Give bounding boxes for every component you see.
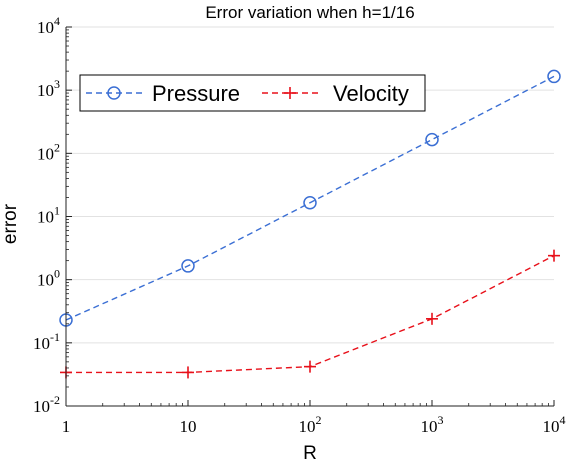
y-tick-label: 104	[37, 14, 60, 37]
y-tick-label: 10-1	[33, 330, 60, 353]
x-axis-label: R	[303, 443, 317, 464]
axes	[65, 26, 555, 407]
data-point-pressure	[303, 196, 317, 210]
y-tick-label: 101	[37, 204, 60, 227]
y-tick-label: 100	[37, 267, 60, 290]
data-point-pressure	[547, 69, 561, 84]
x-tick-label: 1	[62, 417, 71, 436]
y-tick-label: 102	[37, 140, 60, 163]
legend-marker-pressure	[107, 86, 121, 100]
legend-label-pressure: Pressure	[152, 81, 240, 106]
x-tick-label: 10	[180, 417, 197, 436]
data-point-velocity	[304, 360, 316, 373]
y-tick-label: 103	[37, 77, 60, 100]
x-tick-label: 102	[299, 413, 322, 436]
legend-label-velocity: Velocity	[333, 81, 409, 106]
data-point-velocity	[548, 249, 560, 262]
legend-box	[79, 74, 426, 112]
y-tick-label: 10-2	[33, 393, 60, 416]
tick-labels: 10-2 10-1 100 101 102 103 104 1 10 102 103 104	[33, 14, 566, 436]
series-line-pressure	[65, 75, 555, 321]
series-line-velocity	[66, 255, 555, 374]
legend: Pressure Velocity	[79, 74, 426, 112]
data-point-pressure	[425, 132, 439, 147]
chart-title: Error variation when h=1/16	[205, 3, 414, 22]
data-point-velocity	[426, 312, 438, 325]
x-tick-label: 104	[543, 413, 566, 436]
data-point-pressure	[181, 259, 195, 273]
y-axis-label: error	[0, 203, 21, 244]
data-point-velocity	[182, 366, 194, 379]
series-layer	[59, 69, 561, 379]
x-tick-label: 103	[421, 413, 444, 436]
legend-marker-velocity	[284, 87, 296, 99]
